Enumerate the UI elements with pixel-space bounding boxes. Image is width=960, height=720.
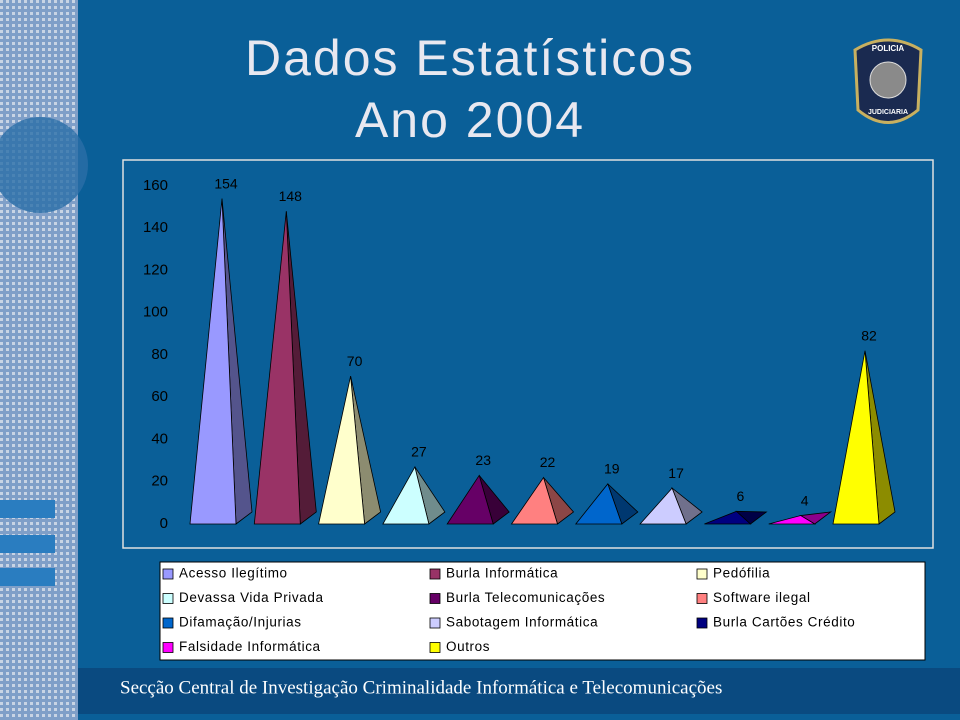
chart: 0 20 40 60 80 100 120 140 160 154 Acesso Ilegítimo… [143, 175, 896, 654]
legend-label: Difamação/Injurias [179, 615, 302, 630]
legend-label: Falsidade Informática [179, 639, 321, 654]
legend-swatch [696, 593, 708, 604]
legend-label: Software ilegal [713, 590, 811, 605]
value-label: 22 [540, 454, 556, 470]
legend [159, 561, 926, 661]
pyramid-face [768, 515, 817, 525]
pyramid-face [446, 474, 494, 525]
pyramid-face [510, 476, 559, 525]
pyramid-face [704, 510, 752, 525]
legend-swatch [162, 568, 174, 580]
legend-label: Burla Cartões Crédito [713, 615, 855, 630]
pyramid-face [639, 487, 687, 525]
legend-swatch [429, 568, 441, 580]
pyramid-face [832, 350, 880, 525]
y-tick-label: 40 [151, 430, 168, 447]
y-tick-label: 80 [151, 346, 168, 363]
legend-swatch [696, 617, 708, 629]
side-pattern [0, 0, 78, 720]
value-label: 6 [737, 488, 745, 504]
footer: Secção Central de Investigação Criminali… [120, 677, 722, 698]
logo-text: JUDICIARIA [868, 109, 908, 116]
value-label: 82 [861, 327, 877, 343]
value-label: 17 [668, 465, 684, 481]
legend-label: Burla Informática [446, 566, 558, 581]
value-label: 23 [475, 452, 491, 468]
subtitle: Ano 2004 [355, 92, 585, 148]
y-tick-label: 100 [143, 304, 168, 321]
chart-frame [122, 159, 934, 549]
title: Dados Estatísticos [245, 30, 695, 86]
legend-label: Pedófilia [713, 566, 770, 581]
logo: POLICIA JUDICIARIA [853, 38, 923, 124]
decoration [0, 500, 55, 518]
legend-label: Devassa Vida Privada [179, 590, 324, 605]
value-label: 19 [604, 461, 620, 477]
legend-label: Burla Telecomunicações [446, 590, 605, 605]
pyramid-face [574, 483, 623, 525]
y-tick-label: 60 [151, 388, 168, 405]
y-tick-label: 20 [151, 473, 168, 490]
decoration [0, 568, 55, 586]
value-label: 70 [347, 353, 363, 369]
pyramid-face [253, 211, 301, 525]
y-tick-label: 120 [143, 261, 168, 278]
legend-swatch [429, 593, 441, 604]
decoration [0, 535, 55, 553]
legend-swatch [162, 617, 174, 629]
legend-label: Sabotagem Informática [446, 615, 598, 630]
legend-label: Acesso Ilegítimo [179, 566, 288, 581]
legend-swatch [162, 642, 174, 653]
pyramid-face [382, 465, 430, 525]
legend-swatch [162, 593, 174, 604]
value-label: 4 [801, 492, 809, 508]
y-tick-label: 0 [160, 515, 168, 532]
pyramid-face [189, 198, 237, 525]
logo-text: POLICIA [872, 44, 905, 53]
legend-label: Outros [446, 639, 490, 654]
value-label: 148 [279, 188, 303, 204]
legend-swatch [429, 642, 441, 653]
decoration [0, 117, 88, 213]
pyramid-face [318, 376, 366, 525]
badge-emblem [869, 61, 907, 99]
footer-bar [78, 668, 960, 714]
value-label: 154 [214, 175, 238, 191]
value-label: 27 [411, 444, 427, 460]
y-tick-label: 140 [143, 219, 168, 236]
legend-swatch [696, 568, 708, 580]
y-tick-label: 160 [143, 177, 168, 194]
legend-swatch [429, 617, 441, 629]
